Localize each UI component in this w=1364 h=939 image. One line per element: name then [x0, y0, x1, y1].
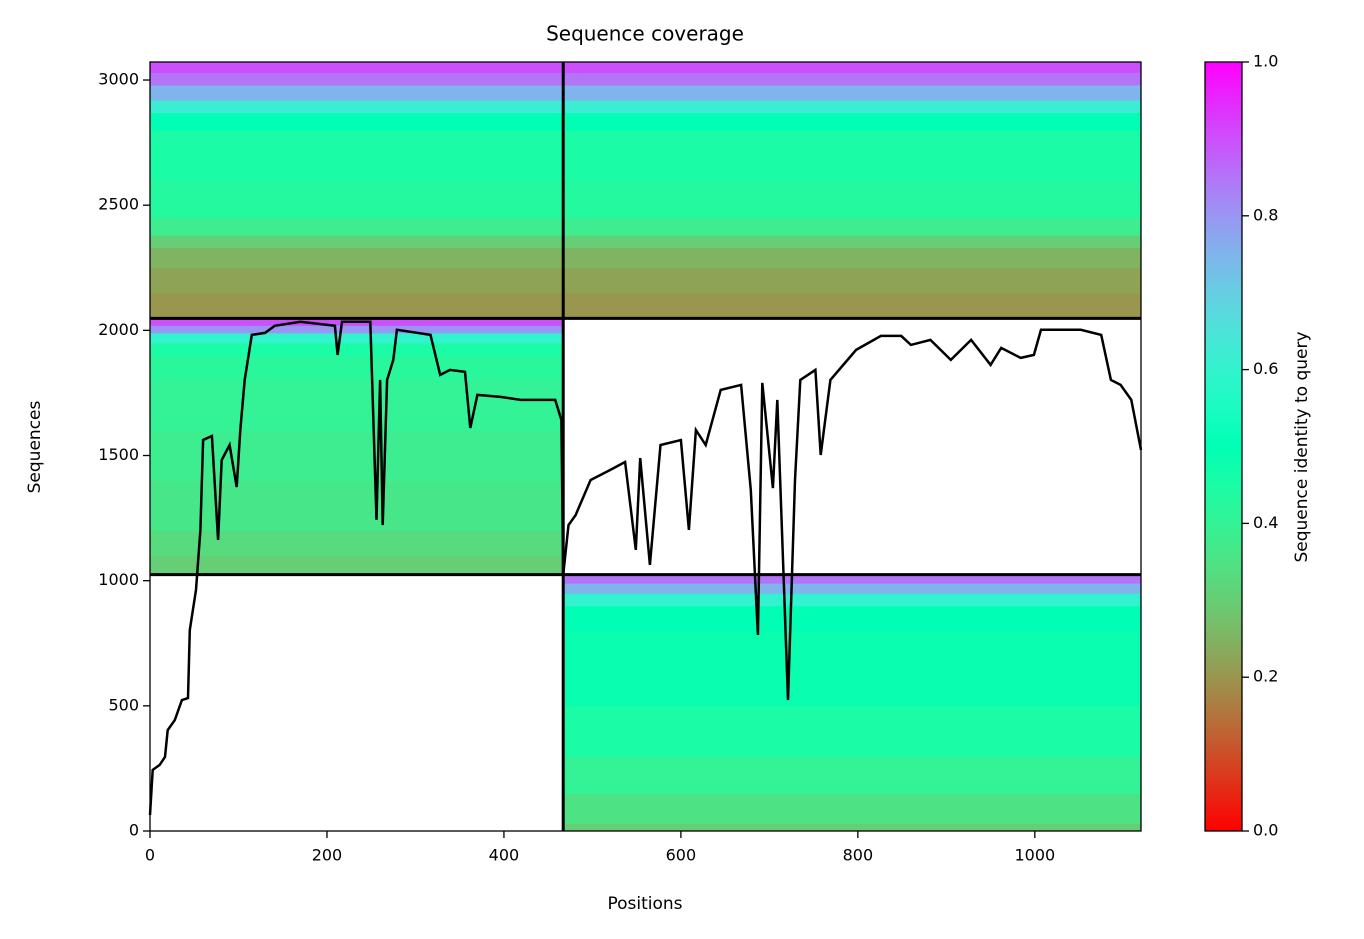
identity-band: [150, 247, 1141, 269]
coverage-line: [148, 320, 1143, 816]
y-tick-label: 1000: [98, 570, 139, 589]
identity-band: [150, 130, 1141, 181]
y-tick-label: 1500: [98, 445, 139, 464]
identity-band: [150, 62, 1141, 74]
x-tick-label: 1000: [1014, 846, 1055, 865]
identity-band: [150, 180, 1141, 219]
identity-band: [150, 325, 564, 334]
identity-band: [150, 430, 564, 482]
x-tick-label: 800: [843, 846, 874, 865]
y-tick-label: 2000: [98, 320, 139, 339]
y-tick-label: 2500: [98, 195, 139, 214]
identity-band: [150, 555, 564, 576]
identity-band: [150, 267, 1141, 294]
y-tick-label: 500: [108, 695, 139, 714]
identity-band: [150, 355, 564, 381]
identity-band: [150, 342, 564, 356]
identity-band: [150, 112, 1141, 131]
identity-band: [563, 583, 1141, 594]
identity-band: [150, 530, 564, 557]
identity-band: [150, 100, 1141, 114]
identity-band: [563, 705, 1141, 757]
identity-band: [150, 217, 1141, 236]
colorbar-tick-label: 0.0: [1253, 821, 1278, 840]
identity-band: [563, 593, 1141, 607]
identity-band: [150, 292, 1141, 319]
x-axis-label: Positions: [607, 894, 682, 914]
colorbar-tick-label: 0.6: [1253, 359, 1278, 378]
identity-band: [563, 630, 1141, 707]
colorbar-tick-label: 0.8: [1253, 205, 1278, 224]
colorbar-tick-label: 0.2: [1253, 667, 1278, 686]
colorbar-label: Sequence identity to query: [1292, 331, 1312, 562]
colorbar-tick-label: 1.0: [1253, 52, 1278, 71]
identity-band: [563, 605, 1141, 632]
y-tick-label: 3000: [98, 70, 139, 89]
plot-frame: [149, 61, 1142, 832]
identity-band: [150, 480, 564, 532]
identity-band: [150, 380, 564, 431]
identity-band: [150, 72, 1141, 86]
identity-band: [563, 793, 1141, 824]
x-tick-label: 0: [145, 846, 155, 865]
identity-band: [563, 574, 1141, 584]
x-tick-label: 200: [312, 846, 343, 865]
colorbar: [1204, 61, 1243, 832]
identity-band: [563, 823, 1141, 832]
x-tick-label: 600: [666, 846, 697, 865]
x-tick-label: 400: [489, 846, 520, 865]
identity-band: [563, 755, 1141, 794]
y-tick-label: 0: [129, 821, 139, 840]
identity-band: [150, 85, 1141, 101]
y-axis-label: Sequences: [25, 401, 45, 494]
identity-band: [150, 332, 564, 344]
identity-band: [150, 235, 1141, 249]
colorbar-tick-label: 0.4: [1253, 513, 1278, 532]
chart-title: Sequence coverage: [546, 22, 744, 46]
